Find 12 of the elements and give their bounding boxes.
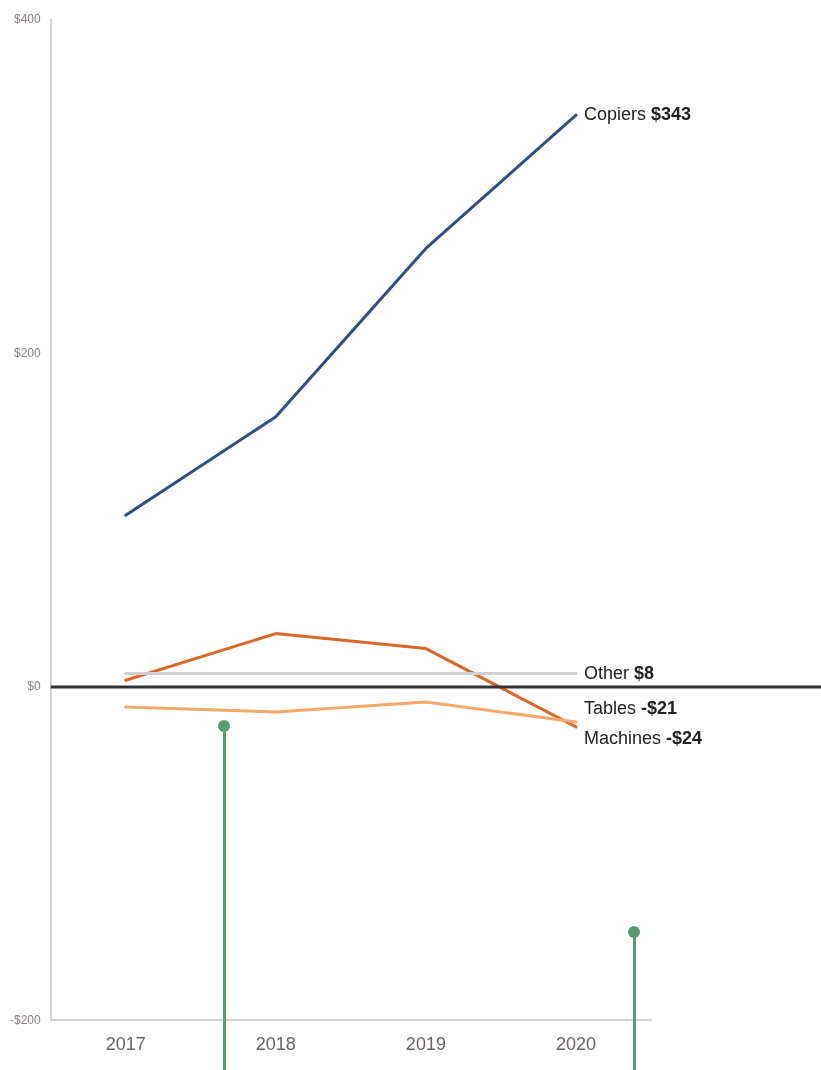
annotation: Tables -$21 xyxy=(583,698,678,719)
annotation: Other $8 xyxy=(583,662,655,683)
annotation: Machines -$24 xyxy=(583,728,703,749)
x-tick-label: 2018 xyxy=(255,1034,296,1055)
y-tick-label: -$200 xyxy=(9,1012,42,1027)
x-tick-label: 2019 xyxy=(405,1034,446,1055)
y-tick-label: $0 xyxy=(27,679,42,694)
x-tick-label: 2020 xyxy=(555,1034,596,1055)
annotation: Copiers $343 xyxy=(583,104,692,125)
y-tick-label: $400 xyxy=(13,12,42,27)
y-tick-label: $200 xyxy=(13,345,42,360)
x-tick-label: 2017 xyxy=(105,1034,146,1055)
